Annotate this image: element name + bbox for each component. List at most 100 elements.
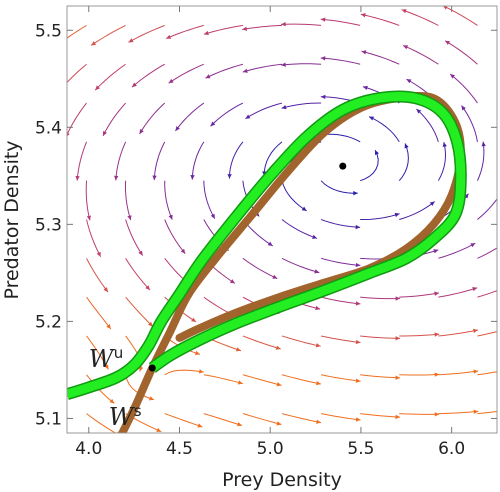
field-arrowhead: [156, 427, 162, 432]
field-streamline: [360, 296, 401, 300]
manifold-label-sup-u: u: [114, 344, 124, 362]
field-streamline: [86, 296, 112, 330]
field-arrowhead: [281, 105, 287, 110]
field-streamline: [401, 9, 439, 26]
x-tick-label: 4.5: [166, 439, 193, 459]
field-streamline: [320, 335, 361, 344]
field-streamline: [125, 374, 155, 401]
unstable-manifold-outline: [67, 90, 467, 400]
field-arrowhead: [128, 38, 134, 43]
field-streamline: [228, 141, 244, 179]
field-arrowhead: [138, 366, 144, 372]
field-arrowhead: [276, 382, 282, 387]
field-arrowhead: [166, 34, 172, 39]
field-streamline: [164, 180, 173, 220]
field-arrowhead: [242, 26, 248, 31]
x-tick-label: 5.0: [257, 439, 284, 459]
field-streamline: [438, 287, 478, 298]
field-streamline: [438, 242, 476, 259]
field-streamline: [399, 201, 435, 220]
field-arrowhead: [401, 9, 407, 14]
field-streamline: [210, 102, 244, 127]
field-arrowhead: [267, 241, 273, 246]
field-arrowhead: [461, 105, 466, 111]
field-arrowhead: [445, 40, 451, 45]
field-arrowhead: [375, 150, 379, 156]
field-streamline: [203, 24, 243, 35]
field-streamline: [67, 63, 87, 84]
field-streamline: [86, 219, 102, 258]
manifolds: [67, 90, 467, 433]
field-arrowhead: [361, 50, 367, 55]
field-arrowhead: [96, 251, 101, 257]
manifold-label-u: W: [89, 345, 116, 373]
field-arrowhead: [180, 248, 186, 254]
field-streamline: [281, 374, 322, 385]
field-streamline: [398, 143, 409, 181]
field-streamline: [449, 73, 478, 104]
field-arrowhead: [434, 412, 440, 417]
field-arrowhead: [190, 175, 195, 180]
field-streamline: [86, 413, 117, 433]
field-arrowhead: [360, 13, 366, 18]
field-streamline: [360, 374, 401, 379]
field-streamline: [281, 102, 322, 109]
field-arrowhead: [316, 381, 321, 386]
field-arrowhead: [75, 175, 80, 181]
field-streamline: [321, 133, 361, 143]
field-arrowhead: [114, 175, 119, 181]
field-streamline: [242, 413, 282, 425]
field-arrowhead: [276, 421, 282, 426]
field-arrowhead: [152, 175, 157, 181]
field-arrowhead: [450, 74, 455, 79]
field-streamline: [442, 6, 478, 26]
field-arrowhead: [434, 372, 440, 377]
field-streamline: [402, 45, 439, 65]
field-arrowhead: [355, 417, 361, 422]
stable-manifold-curve: [117, 91, 465, 433]
field-streamline: [476, 141, 485, 181]
field-arrowhead: [138, 250, 143, 256]
field-arrowhead: [473, 409, 479, 414]
field-streamline: [203, 180, 216, 219]
field-streamline: [477, 247, 497, 259]
field-arrowhead: [227, 174, 232, 179]
y-tick-label: 5.1: [35, 409, 62, 429]
field-arrowhead: [242, 68, 248, 73]
field-arrowhead: [103, 130, 108, 136]
field-arrowhead: [106, 324, 111, 329]
field-streamline: [320, 374, 361, 382]
field-streamline: [320, 257, 361, 266]
field-streamline: [102, 102, 127, 137]
field-streamline: [399, 292, 440, 298]
field-streamline: [124, 180, 132, 221]
field-arrowhead: [95, 85, 100, 91]
field-streamline: [165, 24, 204, 40]
field-streamline: [242, 63, 283, 73]
field-streamline: [205, 63, 244, 79]
field-arrowhead: [395, 414, 401, 420]
field-arrowhead: [406, 79, 412, 84]
manifold-label-sup-s: s: [134, 402, 142, 420]
field-streamline: [281, 180, 307, 212]
field-streamline: [477, 198, 497, 220]
field-arrowhead: [281, 22, 286, 27]
field-arrowhead: [481, 141, 486, 147]
field-arrowhead: [103, 287, 108, 293]
field-streamline: [281, 63, 322, 66]
field-streamline: [399, 333, 440, 337]
manifold-label-s: W: [109, 403, 136, 431]
field-streamline: [128, 24, 165, 43]
field-streamline: [360, 213, 400, 221]
field-streamline: [242, 24, 283, 30]
field-streamline: [242, 335, 281, 350]
field-streamline: [368, 116, 400, 143]
field-streamline: [399, 373, 440, 376]
field-streamline: [94, 63, 126, 91]
field-arrowhead: [472, 287, 478, 292]
unstable-manifold-curve: [67, 92, 466, 399]
field-streamline: [320, 413, 361, 421]
field-arrowhead: [355, 339, 361, 345]
field-arrowhead: [395, 336, 401, 341]
